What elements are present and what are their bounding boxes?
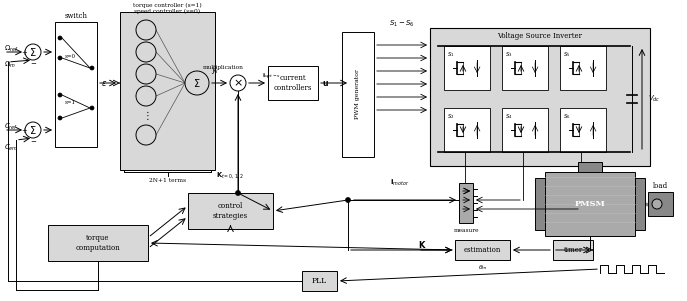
Circle shape xyxy=(25,44,41,60)
Text: multiplication: multiplication xyxy=(203,64,243,70)
Bar xyxy=(120,12,215,170)
Circle shape xyxy=(58,93,62,97)
Text: $S_4$: $S_4$ xyxy=(505,112,513,121)
Text: $S_5$: $S_5$ xyxy=(563,50,571,59)
Bar xyxy=(560,108,606,152)
Text: timer: timer xyxy=(563,246,583,254)
Bar xyxy=(578,162,602,172)
Circle shape xyxy=(136,86,156,106)
Text: $S_3$: $S_3$ xyxy=(505,50,513,59)
Bar xyxy=(545,172,635,236)
Text: estimation: estimation xyxy=(464,246,502,254)
Bar xyxy=(502,46,548,90)
Text: $S_6$: $S_6$ xyxy=(563,112,571,121)
Text: $S_1$: $S_1$ xyxy=(447,50,455,59)
Text: $-$: $-$ xyxy=(30,58,38,66)
Text: $\mathbf{u}$: $\mathbf{u}$ xyxy=(322,79,329,88)
Text: strategies: strategies xyxy=(213,212,248,220)
Circle shape xyxy=(230,75,246,91)
Circle shape xyxy=(136,64,156,84)
Text: $\Sigma$: $\Sigma$ xyxy=(30,46,37,58)
Text: $\vdots$: $\vdots$ xyxy=(142,110,150,123)
Text: $\times$: $\times$ xyxy=(233,78,243,88)
Text: +: + xyxy=(21,49,27,57)
Circle shape xyxy=(236,191,240,196)
Circle shape xyxy=(652,199,662,209)
Text: PLL: PLL xyxy=(312,277,327,285)
Bar xyxy=(459,183,473,223)
Text: PMSM: PMSM xyxy=(574,200,605,208)
Text: measure: measure xyxy=(453,228,479,232)
Text: +: + xyxy=(21,127,27,135)
Bar xyxy=(48,225,148,261)
Text: torque: torque xyxy=(87,234,110,242)
Text: Voltage Source Inverter: Voltage Source Inverter xyxy=(497,32,583,40)
Text: $V_{dc}$: $V_{dc}$ xyxy=(648,94,660,104)
Bar xyxy=(560,46,606,90)
Text: $C_{em}$: $C_{em}$ xyxy=(4,143,19,153)
Text: $-$: $-$ xyxy=(30,136,38,144)
Circle shape xyxy=(58,116,62,120)
Text: $C_{ref}$: $C_{ref}$ xyxy=(4,122,19,132)
Text: $\Sigma$: $\Sigma$ xyxy=(193,77,201,89)
Bar xyxy=(188,193,273,229)
Text: 2N+1 terms: 2N+1 terms xyxy=(149,178,186,182)
Circle shape xyxy=(90,106,94,110)
Text: $\Sigma$: $\Sigma$ xyxy=(30,124,37,136)
Text: $y_i$: $y_i$ xyxy=(211,66,219,76)
Circle shape xyxy=(346,197,350,203)
Text: load: load xyxy=(653,182,668,190)
Circle shape xyxy=(136,42,156,62)
Text: $\Omega_{ref}$: $\Omega_{ref}$ xyxy=(4,44,19,54)
Text: $\theta_m$: $\theta_m$ xyxy=(477,264,487,272)
Text: PWM generator: PWM generator xyxy=(355,70,361,119)
Circle shape xyxy=(58,56,62,60)
Text: $\mathbf{K}_{t=0,1,2}$: $\mathbf{K}_{t=0,1,2}$ xyxy=(216,170,244,180)
Text: current: current xyxy=(280,74,306,82)
Text: computation: computation xyxy=(76,244,120,252)
Circle shape xyxy=(25,122,41,138)
Bar xyxy=(430,28,650,166)
Text: $\mathbf{i}_{motor}$: $\mathbf{i}_{motor}$ xyxy=(390,178,409,188)
Bar xyxy=(535,178,545,230)
Text: s=0: s=0 xyxy=(65,54,76,58)
Text: $\varepsilon$: $\varepsilon$ xyxy=(101,79,107,88)
Circle shape xyxy=(90,66,94,70)
Text: control: control xyxy=(218,202,243,210)
Bar xyxy=(342,32,374,157)
Bar xyxy=(55,22,97,147)
Circle shape xyxy=(58,36,62,40)
Text: speed controller (s=0): speed controller (s=0) xyxy=(135,8,201,14)
Text: torque controller (s=1): torque controller (s=1) xyxy=(133,2,202,8)
Text: $\mathbf{i}_{opt-s}$: $\mathbf{i}_{opt-s}$ xyxy=(262,72,281,82)
Bar xyxy=(444,46,490,90)
Text: $S_2$: $S_2$ xyxy=(447,112,455,121)
Text: $S_1 - S_6$: $S_1 - S_6$ xyxy=(389,19,415,29)
Circle shape xyxy=(136,20,156,40)
Bar xyxy=(648,192,673,216)
Bar xyxy=(302,271,337,291)
Circle shape xyxy=(185,71,209,95)
Bar xyxy=(502,108,548,152)
Text: $\Omega_m$: $\Omega_m$ xyxy=(4,60,16,70)
Text: $\mathbf{K}$: $\mathbf{K}$ xyxy=(418,238,427,250)
Text: controllers: controllers xyxy=(274,84,312,92)
Bar xyxy=(553,240,593,260)
Bar xyxy=(268,66,318,100)
Circle shape xyxy=(136,125,156,145)
Bar xyxy=(635,178,645,230)
Text: s=1: s=1 xyxy=(65,100,76,104)
Text: switch: switch xyxy=(65,12,87,20)
Bar xyxy=(444,108,490,152)
Bar xyxy=(455,240,510,260)
